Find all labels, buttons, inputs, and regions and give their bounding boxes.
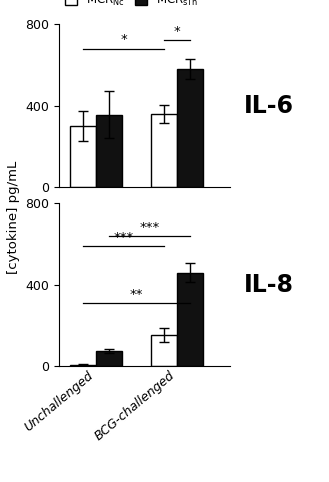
Bar <box>151 335 177 366</box>
Bar <box>177 69 203 187</box>
Text: ***: *** <box>114 231 134 244</box>
Bar <box>96 115 122 187</box>
Text: *: * <box>174 25 181 38</box>
Legend: MCR$_\mathregular{Nc}$, MCR$_\mathregular{sTn}$: MCR$_\mathregular{Nc}$, MCR$_\mathregula… <box>62 0 202 12</box>
Text: **: ** <box>130 288 143 301</box>
Text: IL-6: IL-6 <box>244 94 294 118</box>
Text: IL-8: IL-8 <box>244 273 294 297</box>
Bar <box>96 351 122 366</box>
Bar <box>177 273 203 366</box>
Bar <box>151 114 177 187</box>
Bar <box>70 126 96 187</box>
Bar <box>70 365 96 366</box>
Text: *: * <box>120 33 127 46</box>
Text: ***: *** <box>139 220 160 233</box>
Text: [cytokine] pg/mL: [cytokine] pg/mL <box>7 161 20 273</box>
